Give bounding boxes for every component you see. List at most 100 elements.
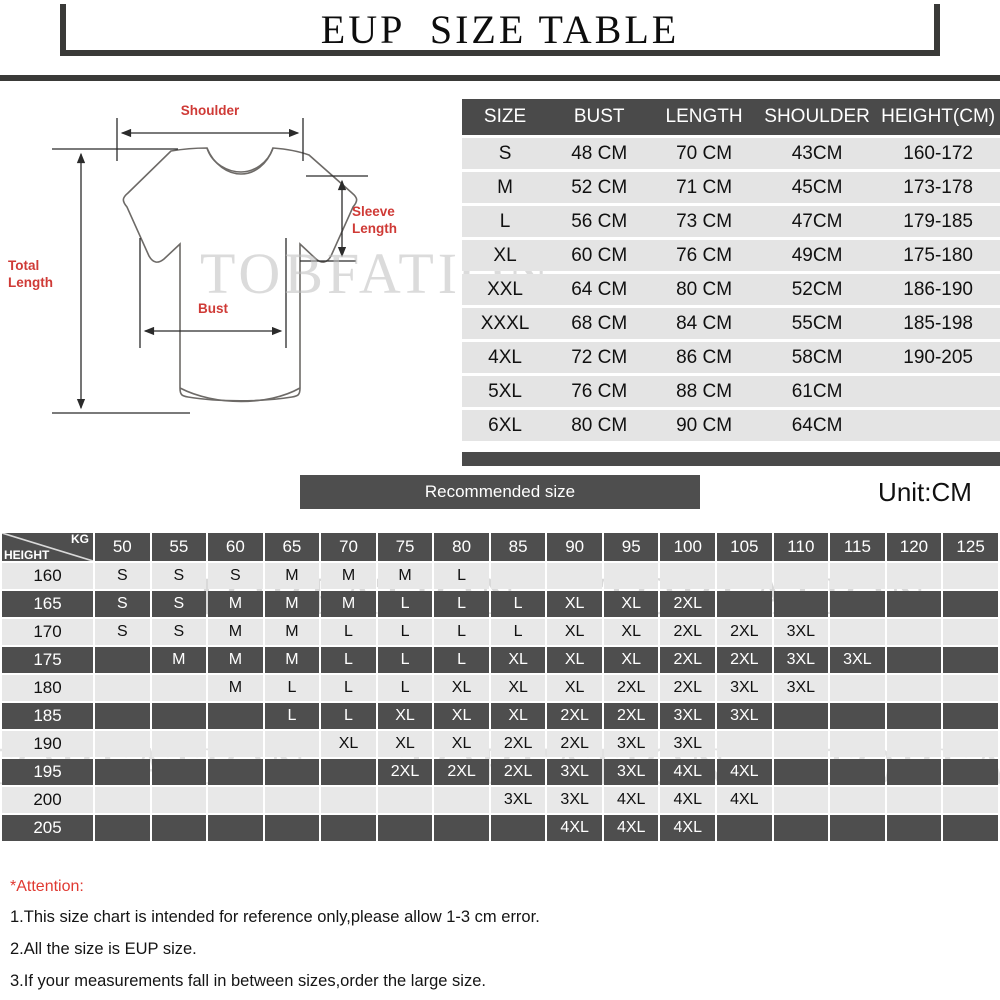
matrix-cell-160-105: [717, 563, 772, 589]
size-cell-5-2: 84 CM: [650, 308, 758, 339]
matrix-cell-175-115: 3XL: [830, 647, 885, 673]
matrix-cell-205-105: [717, 815, 772, 841]
matrix-cell-185-115: [830, 703, 885, 729]
matrix-cell-170-55: S: [151, 619, 207, 645]
size-cell-4-0: XXL: [462, 274, 549, 305]
matrix-cell-185-105: 3XL: [717, 703, 772, 729]
diagonal-slash-icon: [2, 533, 94, 561]
matrix-cell-170-60: M: [208, 619, 263, 645]
matrix-cell-160-55: S: [151, 563, 207, 589]
matrix-height-header-190: 190: [2, 731, 94, 757]
size-cell-7-2: 88 CM: [650, 376, 758, 407]
matrix-cell-175-100: 2XL: [660, 647, 716, 673]
matrix-cell-180-100: 2XL: [660, 675, 716, 701]
size-table-header-0: SIZE: [462, 99, 549, 135]
matrix-cell-160-90: [547, 563, 602, 589]
size-table-header-3: SHOULDER: [757, 99, 877, 135]
size-cell-0-0: S: [462, 138, 549, 169]
table-row: L 56 CM 73 CM 47CM 179-185: [462, 206, 1000, 237]
matrix-cell-205-95: 4XL: [603, 815, 659, 841]
matrix-cell-190-125: [943, 731, 998, 757]
matrix-cell-165-65: M: [264, 591, 320, 617]
table-row: 4XL 72 CM 86 CM 58CM 190-205: [462, 342, 1000, 373]
matrix-cell-175-120: [886, 647, 942, 673]
size-cell-6-3: 58CM: [757, 342, 877, 373]
matrix-cell-165-70: M: [321, 591, 376, 617]
matrix-cell-180-80: XL: [434, 675, 489, 701]
tshirt-outline: [122, 147, 358, 403]
table-row: XXL 64 CM 80 CM 52CM 186-190: [462, 274, 1000, 305]
size-cell-2-4: 179-185: [876, 206, 1000, 237]
matrix-cell-185-65: L: [264, 703, 320, 729]
matrix-cell-160-60: S: [208, 563, 263, 589]
size-cell-1-1: 52 CM: [548, 172, 651, 203]
size-cell-6-0: 4XL: [462, 342, 549, 373]
matrix-height-header-200: 200: [2, 787, 94, 813]
matrix-head: KG HEIGHT 50 55 60 65 70 75 80 85 90 95 100 105 110 1…: [2, 533, 998, 561]
size-cell-3-0: XL: [462, 240, 549, 271]
title-divider-rule: [0, 75, 1000, 81]
matrix-cell-175-80: L: [434, 647, 489, 673]
table-row: XL 60 CM 76 CM 49CM 175-180: [462, 240, 1000, 271]
tshirt-measurement-diagram: Shoulder Bust Sleeve Length Total Length: [0, 88, 460, 468]
matrix-cell-195-75: 2XL: [377, 759, 433, 785]
matrix-cell-190-70: XL: [321, 731, 376, 757]
tshirt-diagram-svg: Shoulder Bust Sleeve Length Total Length: [8, 103, 397, 414]
size-cell-3-1: 60 CM: [548, 240, 651, 271]
matrix-header-row: KG HEIGHT 50 55 60 65 70 75 80 85 90 95 100 105 110 1…: [2, 533, 998, 561]
matrix-cell-200-50: [95, 787, 150, 813]
matrix-height-header-195: 195: [2, 759, 94, 785]
matrix-cell-200-80: [434, 787, 489, 813]
matrix-cell-190-85: 2XL: [490, 731, 546, 757]
matrix-cell-160-75: M: [377, 563, 433, 589]
matrix-cell-160-125: [943, 563, 998, 589]
size-cell-8-4: [876, 410, 1000, 441]
matrix-cell-205-85: [490, 815, 546, 841]
matrix-cell-185-60: [208, 703, 263, 729]
matrix-row-175: 175 M M M L L L XL XL XL 2XL 2XL 3XL 3XL: [2, 647, 998, 673]
matrix-row-180: 180 M L L L XL XL XL 2XL 2XL 3XL 3XL: [2, 675, 998, 701]
matrix-cell-205-115: [830, 815, 885, 841]
size-cell-0-4: 160-172: [876, 138, 1000, 169]
matrix-weight-header-60: 60: [208, 533, 263, 561]
matrix-cell-195-125: [943, 759, 998, 785]
matrix-cell-190-120: [886, 731, 942, 757]
matrix-row-205: 205 4XL 4XL 4XL: [2, 815, 998, 841]
matrix-height-header-160: 160: [2, 563, 94, 589]
matrix-cell-180-65: L: [264, 675, 320, 701]
corner-inner: KG HEIGHT: [2, 533, 94, 562]
matrix-cell-185-110: [773, 703, 829, 729]
matrix-cell-205-125: [943, 815, 998, 841]
matrix-cell-175-70: L: [321, 647, 376, 673]
matrix-cell-205-90: 4XL: [547, 815, 602, 841]
size-table-header-row: SIZE BUST LENGTH SHOULDER HEIGHT(CM): [462, 99, 1000, 135]
matrix-cell-185-50: [95, 703, 150, 729]
matrix-cell-180-125: [943, 675, 998, 701]
attention-line: 1.This size chart is intended for refere…: [10, 908, 540, 926]
matrix-height-header-205: 205: [2, 815, 94, 841]
size-cell-1-2: 71 CM: [650, 172, 758, 203]
matrix-cell-195-70: [321, 759, 376, 785]
size-cell-7-4: [876, 376, 1000, 407]
matrix-cell-205-100: 4XL: [660, 815, 716, 841]
size-specification-table: SIZE BUST LENGTH SHOULDER HEIGHT(CM) S 48 CM 7…: [462, 96, 1000, 444]
page-title: EUP SIZE TABLE: [320, 7, 680, 52]
matrix-cell-200-115: [830, 787, 885, 813]
corner-height-label: HEIGHT: [4, 548, 50, 562]
size-cell-3-2: 76 CM: [650, 240, 758, 271]
matrix-cell-165-90: XL: [547, 591, 602, 617]
matrix-cell-170-95: XL: [603, 619, 659, 645]
matrix-cell-205-60: [208, 815, 263, 841]
bust-measure-arrow: [139, 238, 287, 348]
matrix-weight-header-115: 115: [830, 533, 885, 561]
matrix-cell-165-125: [943, 591, 998, 617]
size-cell-7-1: 76 CM: [548, 376, 651, 407]
matrix-cell-190-100: 3XL: [660, 731, 716, 757]
table-row: S 48 CM 70 CM 43CM 160-172: [462, 138, 1000, 169]
matrix-cell-180-115: [830, 675, 885, 701]
size-cell-6-4: 190-205: [876, 342, 1000, 373]
matrix-cell-195-55: [151, 759, 207, 785]
matrix-cell-165-55: S: [151, 591, 207, 617]
matrix-cell-190-80: XL: [434, 731, 489, 757]
matrix-height-header-170: 170: [2, 619, 94, 645]
